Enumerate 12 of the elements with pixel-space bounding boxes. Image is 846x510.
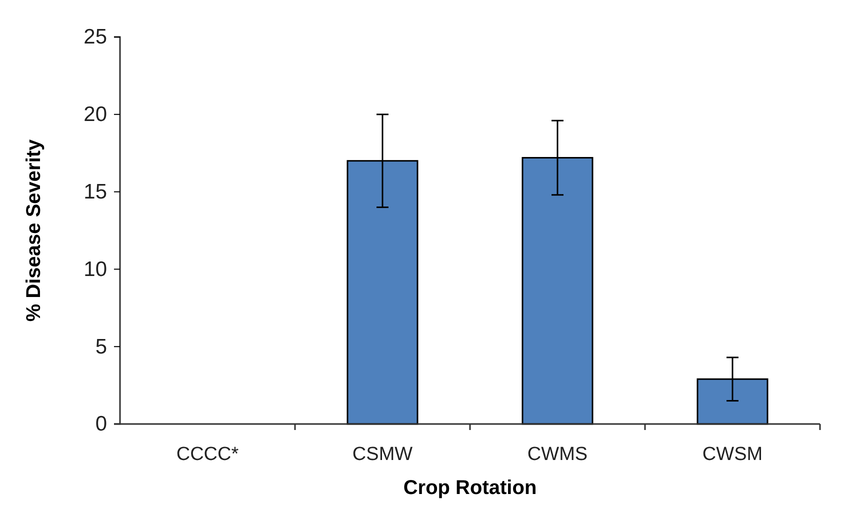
x-tick-label: CCCC* [176, 444, 240, 465]
x-tick-label: CSMW [352, 444, 413, 465]
x-axis-title: Crop Rotation [403, 477, 537, 499]
x-tick-label: CWMS [527, 444, 588, 465]
y-axis-title: % Disease Severity [23, 138, 45, 322]
y-tick-label: 15 [84, 180, 107, 204]
y-tick-label: 0 [95, 412, 107, 436]
y-tick-label: 5 [95, 335, 107, 358]
y-tick-label: 25 [84, 26, 107, 49]
y-tick-label: 20 [84, 103, 107, 126]
y-tick-label: 10 [84, 258, 107, 281]
x-tick-label: CWSM [702, 444, 763, 465]
